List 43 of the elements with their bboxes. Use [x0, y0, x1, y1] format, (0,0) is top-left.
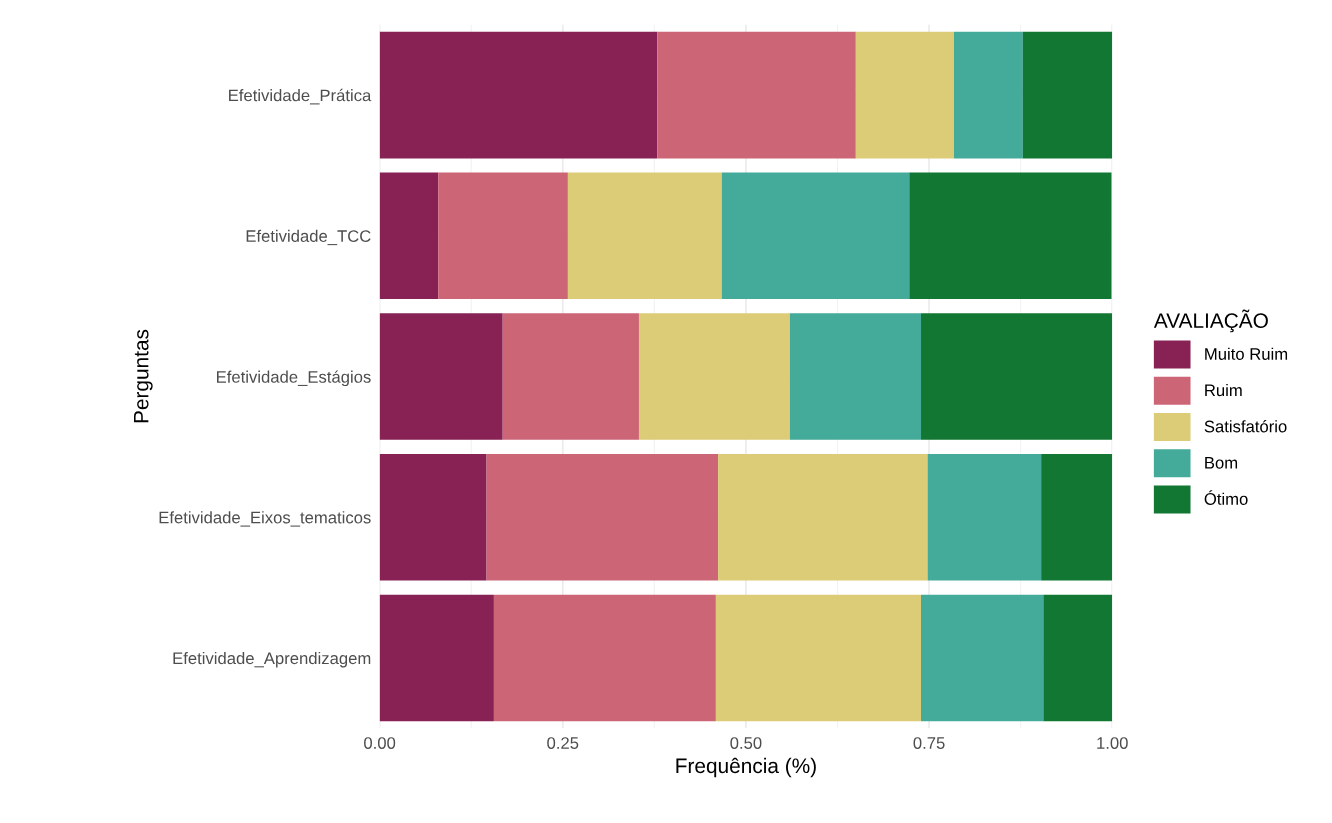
bar [855, 31, 954, 159]
y-tick-label: Efetividade_Eixos_tematicos [159, 511, 371, 527]
bar [379, 313, 503, 440]
bar [379, 453, 487, 581]
bar [657, 31, 856, 159]
bar [921, 313, 1113, 440]
bar [718, 453, 928, 581]
bar [379, 594, 494, 722]
bar [715, 594, 922, 722]
x-tick-label: 0.00 [364, 737, 396, 749]
bar [721, 172, 910, 300]
legend-title: AVALIAÇÃO [1153, 309, 1268, 333]
bar [438, 172, 568, 300]
legend-label: Muito Ruim [1205, 347, 1288, 360]
y-tick-label: Efetividade_Estágios [217, 370, 371, 387]
bar [379, 172, 439, 300]
bar [1043, 594, 1113, 722]
bar [379, 31, 658, 159]
y-tick-label: Efetividade_Aprendizagem [173, 651, 371, 668]
x-axis-title: Frequência (%) [676, 757, 816, 778]
bar [953, 31, 1023, 159]
x-tick-label: 0.75 [913, 737, 945, 749]
bar [909, 172, 1112, 300]
x-tick-label: 0.25 [547, 737, 579, 749]
bar [486, 453, 719, 581]
y-tick-label: Efetividade_TCC [246, 229, 371, 246]
bar [789, 313, 922, 440]
bar [502, 313, 639, 440]
legend-label: Ótimo [1204, 490, 1248, 505]
bar [1022, 31, 1113, 159]
y-axis-title: Perguntas [134, 329, 153, 423]
legend-label: Satisfatório [1204, 419, 1287, 433]
bar [493, 594, 716, 722]
bar [1041, 453, 1113, 581]
bar [638, 313, 790, 440]
bar [927, 453, 1042, 581]
bar [567, 172, 722, 300]
bar [921, 594, 1044, 722]
x-tick-label: 1.00 [1097, 737, 1128, 749]
y-tick-label: Efetividade_Prática [229, 88, 372, 105]
legend-label: Bom [1205, 457, 1238, 469]
legend-label: Ruim [1205, 383, 1242, 397]
x-tick-label: 0.50 [730, 737, 762, 749]
